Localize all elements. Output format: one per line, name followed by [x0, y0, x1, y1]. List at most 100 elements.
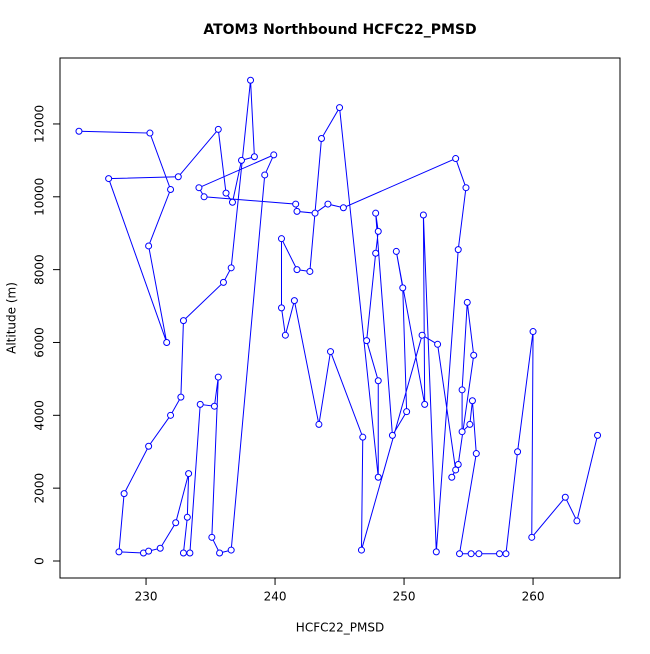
x-tick-label: 250 [393, 590, 416, 604]
data-point [185, 470, 193, 478]
data-point [392, 247, 400, 255]
data-point [456, 550, 464, 558]
data-point [502, 550, 510, 558]
data-point [281, 331, 289, 339]
x-tick-label: 260 [522, 590, 545, 604]
data-point [336, 104, 344, 112]
data-point [196, 400, 204, 408]
data-point [227, 264, 235, 272]
data-point [317, 135, 325, 143]
data-point [290, 297, 298, 305]
data-point [399, 284, 407, 292]
data-point [462, 184, 470, 192]
x-tick-label: 230 [135, 590, 158, 604]
data-point [514, 448, 522, 456]
data-point [146, 129, 154, 137]
data-point [167, 186, 175, 194]
y-tick-label: 12000 [33, 105, 47, 143]
data-point [210, 402, 218, 410]
data-point [388, 431, 396, 439]
data-point [421, 400, 429, 408]
data-point [195, 184, 203, 192]
data-point [403, 408, 411, 416]
data-point [145, 547, 153, 555]
data-point [434, 340, 442, 348]
data-point [75, 127, 83, 135]
data-point [463, 298, 471, 306]
data-point [219, 278, 227, 286]
y-tick-label: 4000 [33, 400, 47, 431]
data-point [363, 337, 371, 345]
data-point [145, 242, 153, 250]
data-point [454, 246, 462, 254]
data-point [357, 546, 365, 554]
data-point [528, 533, 536, 541]
data-point [432, 548, 440, 556]
data-point [448, 473, 456, 481]
y-tick-label: 6000 [33, 327, 47, 358]
data-point [594, 431, 602, 439]
data-point [172, 519, 180, 527]
y-tick-label: 2000 [33, 473, 47, 504]
data-point [228, 198, 236, 206]
data-point [177, 393, 185, 401]
data-point [120, 490, 128, 498]
data-point [277, 304, 285, 312]
data-point [105, 175, 113, 183]
y-axis-label: Altitude (m) [5, 282, 19, 354]
data-point [238, 156, 246, 164]
data-point [327, 348, 335, 356]
data-point [183, 513, 191, 521]
data-point [454, 460, 462, 468]
data-point [200, 193, 208, 201]
data-point [115, 548, 123, 556]
data-point [470, 351, 478, 359]
y-tick-label: 8000 [33, 254, 47, 285]
data-point [372, 249, 380, 257]
data-point [496, 550, 504, 558]
data-point [452, 155, 460, 163]
data-point [573, 517, 581, 525]
data-point [270, 151, 278, 159]
data-point [214, 125, 222, 133]
data-point [529, 328, 537, 336]
data-point [145, 442, 153, 450]
y-tick-label: 10000 [33, 178, 47, 216]
data-point [458, 428, 466, 436]
data-point [306, 267, 314, 275]
data-point [419, 211, 427, 219]
y-tick-label: 0 [33, 557, 47, 565]
data-point [179, 549, 187, 557]
data-point [222, 189, 230, 197]
data-point [179, 317, 187, 325]
data-point [214, 373, 222, 381]
data-point [293, 207, 301, 215]
data-point [467, 550, 475, 558]
data-point [208, 533, 216, 541]
data-point [315, 420, 323, 428]
data-point [293, 266, 301, 274]
data-point [468, 397, 476, 405]
data-point [372, 209, 380, 217]
data-point [458, 386, 466, 394]
data-point [418, 331, 426, 339]
data-point [324, 200, 332, 208]
data-point [374, 377, 382, 385]
data-point [472, 450, 480, 458]
data-point [261, 171, 269, 179]
data-point [311, 209, 319, 217]
chart-title: ATOM3 Northbound HCFC22_PMSD [203, 22, 476, 38]
data-point [277, 235, 285, 243]
data-point [250, 153, 258, 161]
data-point [167, 411, 175, 419]
data-point [466, 420, 474, 428]
data-point [561, 493, 569, 501]
data-point [247, 76, 255, 84]
data-point [216, 549, 224, 557]
data-point [475, 550, 483, 558]
data-point [374, 473, 382, 481]
data-point [186, 549, 194, 557]
data-point [163, 338, 171, 346]
